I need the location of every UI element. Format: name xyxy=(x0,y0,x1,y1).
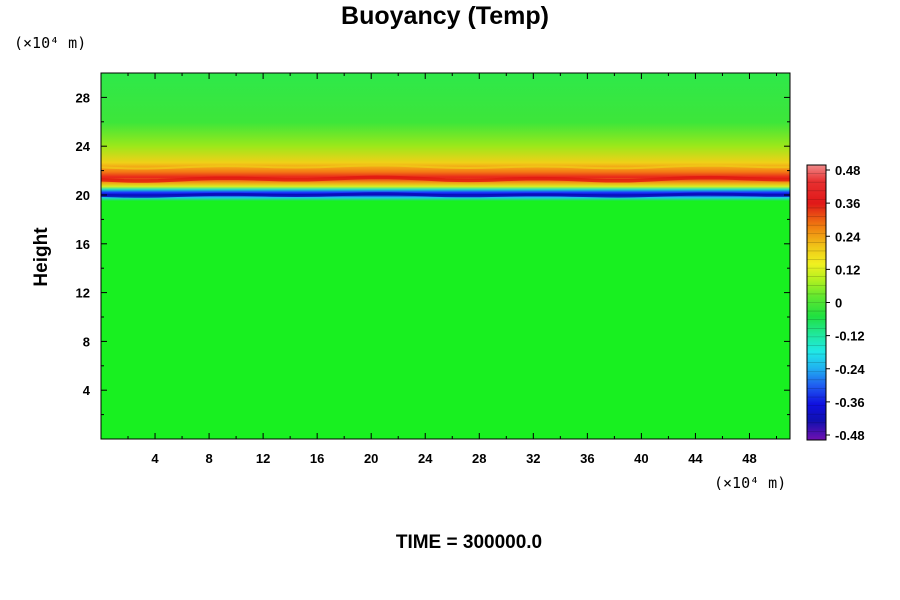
x-tick-label: 32 xyxy=(526,451,540,466)
y-tick-label: 20 xyxy=(76,188,90,203)
y-unit-label: (×10⁴ m) xyxy=(14,34,87,52)
band-negative-min xyxy=(100,192,790,198)
time-label: TIME = 300000.0 xyxy=(395,532,543,553)
x-unit-label: (×10⁴ m) xyxy=(714,474,787,492)
colorbar-tick-label: -0.36 xyxy=(835,395,865,410)
x-tick-label: 16 xyxy=(310,451,324,466)
band-positive-upper xyxy=(100,164,790,170)
colorbar-tick-label: -0.48 xyxy=(835,428,865,443)
y-tick-label: 12 xyxy=(76,286,90,301)
x-tick-label: 28 xyxy=(472,451,486,466)
plot-frame xyxy=(100,72,791,440)
heatmap-field xyxy=(101,73,790,439)
chart-title: Buoyancy (Temp) xyxy=(341,2,549,30)
colorbar-tick-label: -0.12 xyxy=(835,329,865,344)
x-tick-label: 24 xyxy=(418,451,433,466)
colorbar-tick-label: 0.36 xyxy=(835,196,860,211)
colorbar-tick-label: 0.48 xyxy=(835,163,860,178)
x-tick-label: 36 xyxy=(580,451,594,466)
band-positive-max xyxy=(100,175,790,183)
colorbar-tick-label: 0.12 xyxy=(835,262,860,277)
x-tick-label: 4 xyxy=(151,451,159,466)
y-tick-label: 4 xyxy=(83,383,91,398)
x-tick-label: 8 xyxy=(205,451,212,466)
x-tick-label: 20 xyxy=(364,451,378,466)
y-tick-label: 24 xyxy=(76,139,91,154)
x-tick-label: 40 xyxy=(634,451,648,466)
y-tick-label: 8 xyxy=(83,334,90,349)
y-tick-label: 16 xyxy=(76,237,90,252)
colorbar-tick-label: 0.24 xyxy=(835,229,861,244)
y-tick-label: 28 xyxy=(76,90,90,105)
x-tick-label: 48 xyxy=(742,451,756,466)
x-tick-label: 12 xyxy=(256,451,270,466)
x-tick-label: 44 xyxy=(688,451,703,466)
colorbar-tick-label: -0.24 xyxy=(835,362,865,377)
colorbar-tick-label: 0 xyxy=(835,296,842,311)
